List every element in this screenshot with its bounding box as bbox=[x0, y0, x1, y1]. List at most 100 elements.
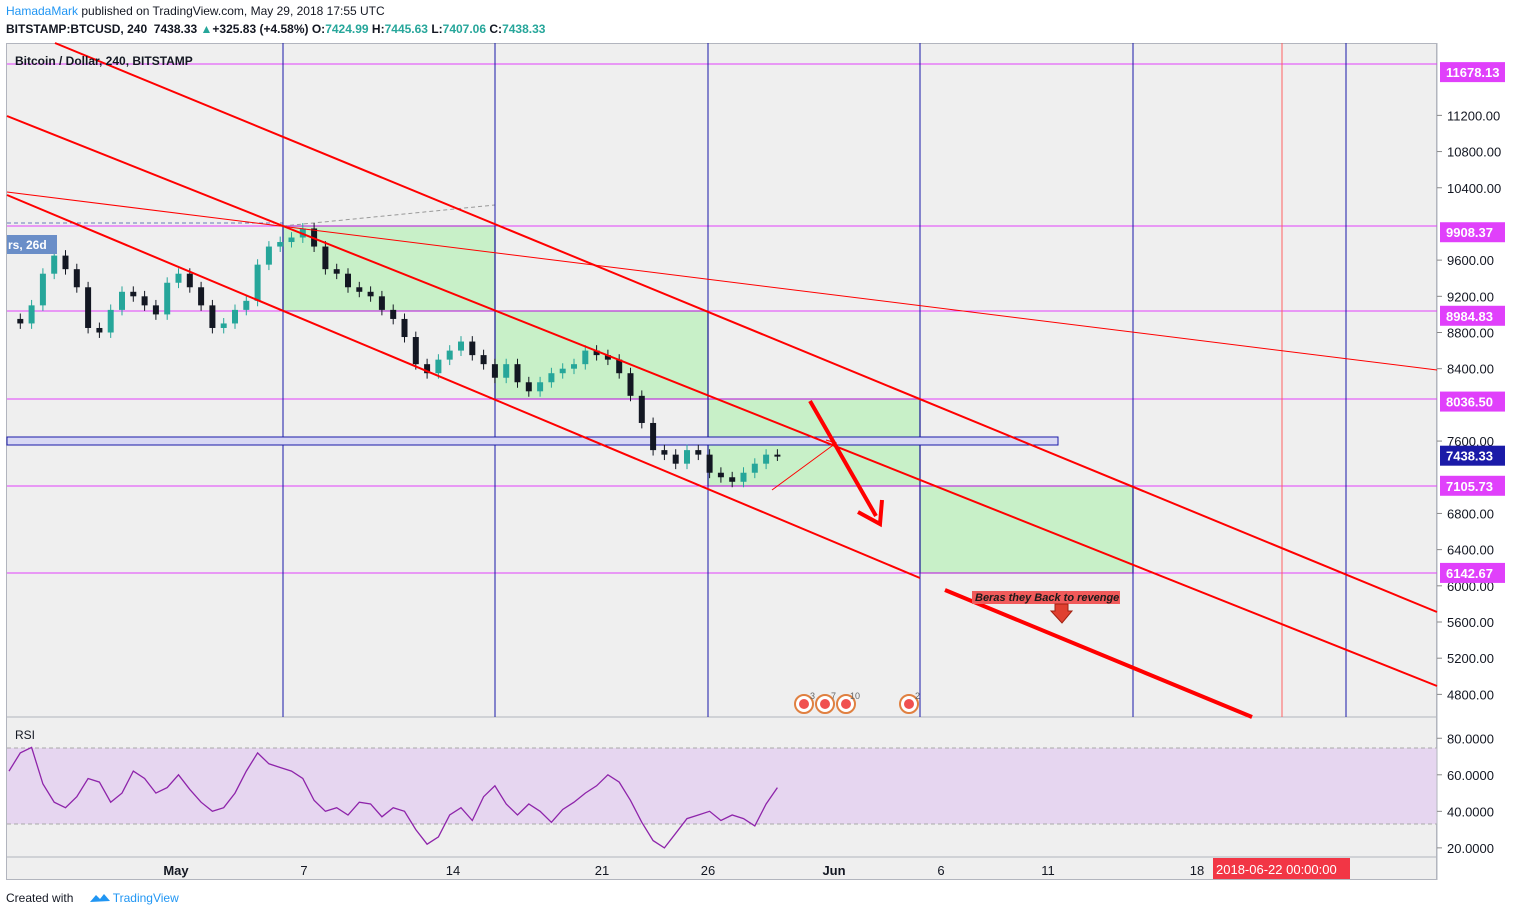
us-flag-icon[interactable] bbox=[815, 694, 835, 714]
price-tick-label: 10800.00 bbox=[1447, 145, 1501, 160]
thin-trend[interactable] bbox=[6, 191, 1438, 371]
down-arrow-icon bbox=[1049, 603, 1074, 624]
candle-body bbox=[548, 373, 555, 383]
price-tag-bg bbox=[1440, 391, 1505, 412]
candle-body bbox=[277, 242, 284, 247]
time-tick-label: 18 bbox=[1190, 863, 1204, 878]
rsi-band bbox=[7, 748, 1437, 824]
candle-body bbox=[333, 269, 340, 274]
candle-body bbox=[717, 472, 724, 478]
horizontal-levels bbox=[7, 63, 1437, 574]
trend-lines bbox=[6, 42, 1438, 719]
left-label-bg bbox=[7, 235, 57, 254]
candle-body bbox=[503, 364, 510, 378]
blue-range-rect[interactable] bbox=[6, 436, 1059, 446]
event-count-2: 7 bbox=[831, 691, 836, 701]
price-tick-label: 9600.00 bbox=[1447, 253, 1494, 268]
open-label: O: bbox=[311, 22, 326, 36]
price-tag-label: 6142.67 bbox=[1446, 566, 1493, 581]
vertical-lines bbox=[282, 43, 1347, 717]
date-tag-bg bbox=[1213, 858, 1350, 879]
price-tick-label: 8800.00 bbox=[1447, 326, 1494, 341]
channel-lower-bold[interactable] bbox=[944, 588, 1253, 719]
candle-body bbox=[650, 422, 657, 451]
price-tick-label: 5600.00 bbox=[1447, 615, 1494, 630]
channel-middle[interactable] bbox=[6, 115, 1438, 687]
candle-body bbox=[220, 323, 227, 328]
rsi-line bbox=[8, 746, 778, 849]
candle-body bbox=[28, 305, 35, 324]
time-tick-label: May bbox=[163, 863, 189, 878]
candle-body bbox=[729, 477, 736, 482]
channel-upper[interactable] bbox=[54, 42, 1438, 613]
candle-body bbox=[96, 327, 103, 333]
candle-body bbox=[119, 291, 125, 310]
candle-body bbox=[412, 337, 419, 365]
annotation-text[interactable]: Beras they Back to revenge bbox=[975, 592, 1119, 604]
green-box-4[interactable] bbox=[919, 485, 1134, 574]
published-text: published on TradingView.com, May 29, 20… bbox=[81, 4, 385, 18]
price-change: +325.83 (+4.58%) bbox=[212, 22, 309, 36]
candles bbox=[17, 223, 781, 488]
candle-body bbox=[322, 246, 329, 270]
candle-body bbox=[390, 309, 397, 319]
price-tag-bg bbox=[1440, 222, 1505, 243]
time-tick-label: 14 bbox=[446, 863, 460, 878]
rsi-axis: 80.0000 60.0000 40.0000 20.0000 bbox=[1437, 731, 1494, 856]
candle-body bbox=[627, 373, 634, 396]
symbol-label: BITSTAMP:BTCUSD, 240 bbox=[6, 22, 148, 36]
channel-lower[interactable] bbox=[6, 194, 921, 579]
us-flag-icon[interactable] bbox=[794, 694, 814, 714]
candle-body bbox=[469, 341, 476, 356]
candle-body bbox=[164, 282, 171, 315]
created-with-text: Created with bbox=[6, 891, 74, 905]
close-value: 7438.33 bbox=[502, 22, 546, 36]
rsi-tick-label: 40.0000 bbox=[1447, 804, 1494, 819]
price-tag-bg bbox=[1440, 475, 1505, 496]
price-tags: 11678.13 9908.37 8984.83 8036.50 7438.33 7105… bbox=[1440, 62, 1505, 583]
arrow-head[interactable] bbox=[857, 499, 884, 528]
small-triangle[interactable] bbox=[771, 439, 838, 491]
price-tag-bg bbox=[1440, 445, 1505, 466]
time-tick-label: 7 bbox=[300, 863, 307, 878]
candle-body bbox=[198, 287, 205, 306]
candle-body bbox=[17, 318, 24, 324]
candle-body bbox=[706, 454, 713, 473]
event-count-4: 2 bbox=[915, 691, 920, 701]
open-value: 7424.99 bbox=[325, 22, 369, 36]
price-tick-label: 11200.00 bbox=[1447, 108, 1500, 123]
high-value: 7445.63 bbox=[384, 22, 428, 36]
tradingview-link[interactable]: TradingView bbox=[112, 891, 179, 905]
candle-body bbox=[435, 359, 442, 374]
us-flag-icon[interactable] bbox=[836, 694, 856, 714]
price-tick-label: 10400.00 bbox=[1447, 181, 1501, 196]
price-tick-label: 4800.00 bbox=[1447, 687, 1494, 702]
candle-body bbox=[616, 359, 623, 374]
event-count-1: 3 bbox=[810, 691, 815, 701]
arrow-shaft[interactable] bbox=[808, 400, 878, 517]
date-tag: 2018-06-22 00:00:00 bbox=[1216, 862, 1337, 877]
time-tick-label: 6 bbox=[937, 863, 944, 878]
price-tag-bg bbox=[1440, 305, 1505, 326]
low-value: 7407.06 bbox=[442, 22, 487, 36]
publisher-link[interactable]: HamadaMark bbox=[6, 4, 79, 18]
candle-body bbox=[288, 237, 295, 243]
candle-body bbox=[141, 296, 148, 306]
candle-body bbox=[130, 291, 137, 297]
candle-body bbox=[356, 287, 363, 292]
candle-body bbox=[695, 450, 702, 455]
candle-body bbox=[73, 269, 80, 288]
low-label: L: bbox=[431, 22, 443, 36]
candle-body bbox=[367, 291, 374, 297]
candle-body bbox=[378, 296, 385, 310]
candle-body bbox=[401, 318, 408, 338]
us-flag-icon[interactable] bbox=[899, 694, 919, 714]
candle-body bbox=[684, 450, 690, 464]
publish-info: HamadaMark published on TradingView.com,… bbox=[6, 4, 385, 18]
last-price: 7438.33 bbox=[153, 22, 198, 36]
time-tick-label: Jun bbox=[822, 863, 845, 878]
candle-body bbox=[175, 273, 182, 283]
annotation-bg bbox=[972, 591, 1120, 604]
chart-frame[interactable] bbox=[6, 43, 1437, 880]
